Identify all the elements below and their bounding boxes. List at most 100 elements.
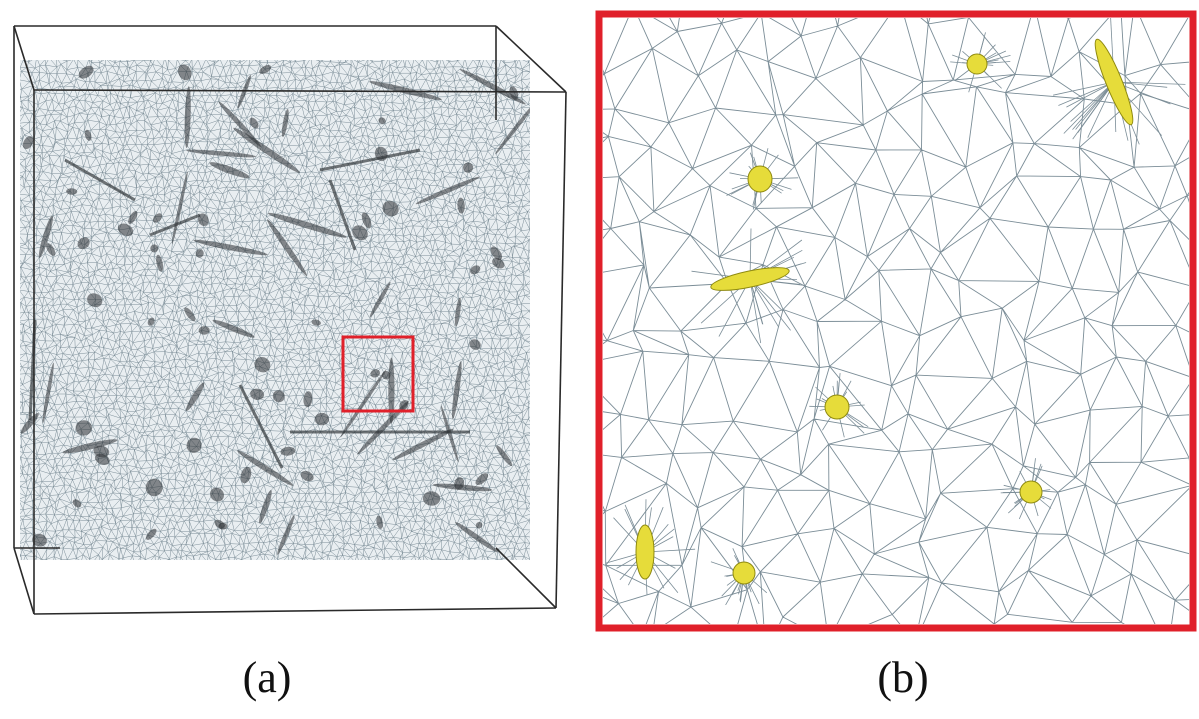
refine-edge <box>1070 81 1115 122</box>
inclusion-ellipse <box>1019 480 1043 504</box>
dense-cluster <box>240 466 252 484</box>
dense-cluster <box>22 136 34 150</box>
zoom-region-marker <box>341 335 415 413</box>
box-edge <box>33 89 567 93</box>
dense-cluster <box>195 249 204 258</box>
dense-cluster <box>454 297 461 327</box>
dense-cluster <box>128 211 138 224</box>
dense-cluster <box>75 420 92 436</box>
dense-cluster <box>490 246 503 261</box>
inclusion-ellipse <box>710 267 790 291</box>
dense-cluster <box>254 356 271 373</box>
dense-cluster <box>72 499 82 508</box>
inclusion-ellipse <box>824 394 850 420</box>
refine-edge <box>1066 81 1115 108</box>
dense-cluster <box>314 412 330 426</box>
dense-cluster <box>495 101 530 155</box>
dense-cluster <box>469 339 481 350</box>
dense-cluster <box>156 254 164 272</box>
inclusion-ellipse <box>966 53 988 75</box>
fiber-mark <box>149 213 201 237</box>
dense-cluster <box>475 473 489 486</box>
dense-cluster <box>311 319 321 326</box>
dense-cluster <box>77 237 90 250</box>
dense-cluster <box>376 515 383 530</box>
box-edge <box>495 25 567 93</box>
refine-edge <box>1072 81 1115 130</box>
dense-cluster <box>463 162 474 173</box>
inclusion <box>1000 458 1052 520</box>
dense-cluster <box>178 64 192 81</box>
inclusion <box>950 32 1011 93</box>
dense-cluster <box>198 326 210 335</box>
dense-cluster <box>259 490 272 524</box>
dense-cluster <box>212 319 255 338</box>
dense-cluster <box>233 127 300 173</box>
dense-cluster <box>422 491 441 506</box>
inclusion <box>691 228 807 344</box>
dense-cluster <box>62 439 118 454</box>
dense-cluster <box>42 362 54 424</box>
mesh-b-edges <box>603 18 1189 624</box>
refine-edge <box>1072 81 1115 140</box>
panel-a-mesh-box <box>13 25 567 615</box>
dense-cluster <box>38 215 53 258</box>
dense-cluster <box>46 243 56 256</box>
dense-cluster <box>451 361 462 420</box>
dense-cluster <box>152 213 163 223</box>
inclusion-ellipse <box>1094 38 1134 126</box>
dense-cluster <box>454 477 465 490</box>
dense-cluster <box>267 212 347 238</box>
inclusion <box>726 148 799 210</box>
refine-edge <box>749 278 780 328</box>
zoom-frame <box>595 10 1197 632</box>
box-edge <box>13 547 35 615</box>
dense-cluster <box>78 65 94 79</box>
dense-cluster <box>84 129 92 141</box>
dense-cluster <box>392 428 454 461</box>
caption-b: (b) <box>877 653 929 702</box>
dense-cluster <box>352 225 368 241</box>
box-edge <box>13 25 35 91</box>
panel-b-zoom-mesh <box>595 10 1197 632</box>
dense-cluster <box>370 369 381 378</box>
dense-cluster <box>457 197 465 214</box>
inclusion-ellipse <box>732 561 756 585</box>
refine-edge <box>749 278 762 344</box>
dense-cluster <box>186 437 202 453</box>
inclusion-ellipse <box>747 165 773 193</box>
fiber-mark <box>64 158 136 202</box>
dense-cluster <box>388 357 395 424</box>
bounding-box-edges <box>13 25 567 615</box>
dense-cluster <box>184 307 196 322</box>
dense-cluster <box>459 68 526 105</box>
box-edge <box>495 547 557 609</box>
dense-cluster <box>193 239 268 256</box>
dense-cluster <box>378 117 386 125</box>
dense-cluster <box>66 188 78 195</box>
dense-cluster <box>87 293 103 308</box>
dense-cluster <box>281 109 289 137</box>
inclusion <box>809 373 869 438</box>
dense-cluster <box>150 244 159 253</box>
dense-cluster <box>145 528 157 540</box>
mesh-b-lines <box>603 18 1189 624</box>
dense-cluster <box>415 176 480 205</box>
box-edge <box>33 607 557 615</box>
dense-cluster <box>492 257 505 269</box>
caption-a: (a) <box>242 653 292 702</box>
dense-cluster <box>93 445 110 458</box>
dense-cluster <box>340 369 387 438</box>
dense-cluster <box>184 86 191 148</box>
dense-cluster <box>145 478 163 497</box>
dense-cluster <box>300 470 314 482</box>
inclusion <box>710 548 768 606</box>
inclusion <box>1053 18 1186 145</box>
inclusions-group <box>605 18 1186 606</box>
dense-cluster <box>369 281 391 318</box>
dense-cluster <box>303 391 313 408</box>
dense-cluster <box>496 445 513 466</box>
box-edge <box>555 91 567 609</box>
dense-cluster <box>210 487 224 502</box>
